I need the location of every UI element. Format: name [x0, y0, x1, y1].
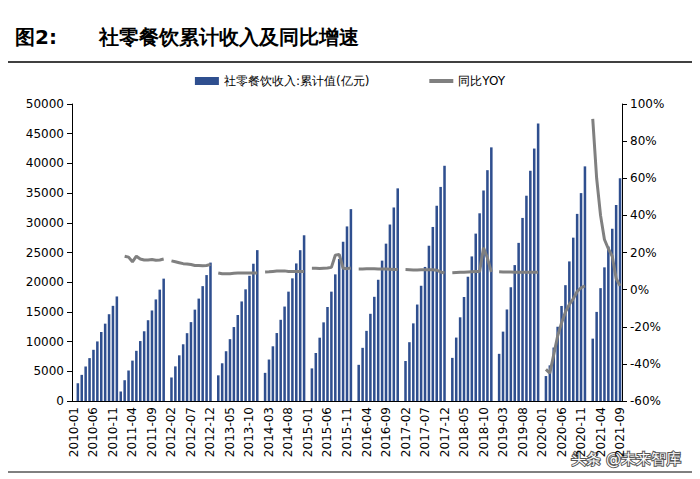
- svg-text:60%: 60%: [630, 171, 657, 185]
- svg-text:2020-01: 2020-01: [535, 407, 549, 457]
- svg-text:2012-02: 2012-02: [164, 407, 178, 457]
- svg-text:0%: 0%: [630, 283, 649, 297]
- svg-text:25000: 25000: [26, 246, 64, 260]
- svg-text:2011-09: 2011-09: [145, 407, 159, 457]
- svg-text:头条 @未来智库: 头条 @未来智库: [571, 449, 681, 468]
- svg-text:2020-06: 2020-06: [555, 407, 569, 457]
- svg-text:2010-01: 2010-01: [67, 407, 81, 457]
- svg-text:0: 0: [56, 394, 64, 408]
- svg-text:-40%: -40%: [630, 357, 661, 371]
- svg-text:40%: 40%: [630, 208, 657, 222]
- svg-text:20000: 20000: [26, 275, 64, 289]
- svg-text:社零餐饮收入:累计值(亿元): 社零餐饮收入:累计值(亿元): [224, 74, 369, 88]
- svg-text:图2: 社零餐饮累计收入及同比增速: 图2: 社零餐饮累计收入及同比增速: [15, 25, 359, 49]
- svg-text:2015-01: 2015-01: [301, 407, 315, 457]
- svg-text:-20%: -20%: [630, 320, 661, 334]
- svg-text:同比YOY: 同比YOY: [458, 74, 505, 88]
- svg-text:-60%: -60%: [630, 394, 661, 408]
- svg-text:2016-04: 2016-04: [360, 407, 374, 457]
- svg-text:20%: 20%: [630, 246, 657, 260]
- svg-text:2018-10: 2018-10: [477, 407, 491, 457]
- svg-text:2010-11: 2010-11: [106, 407, 120, 457]
- svg-text:2017-12: 2017-12: [438, 407, 452, 457]
- svg-text:2019-03: 2019-03: [496, 407, 510, 457]
- svg-text:45000: 45000: [26, 127, 64, 141]
- svg-text:2011-04: 2011-04: [125, 407, 139, 457]
- svg-text:2017-02: 2017-02: [399, 407, 413, 457]
- svg-text:2013-05: 2013-05: [223, 407, 237, 457]
- svg-text:2017-07: 2017-07: [418, 407, 432, 457]
- svg-text:40000: 40000: [26, 156, 64, 170]
- svg-text:2016-09: 2016-09: [379, 407, 393, 457]
- svg-text:2012-07: 2012-07: [184, 407, 198, 457]
- svg-text:50000: 50000: [26, 97, 64, 111]
- svg-text:2015-11: 2015-11: [340, 407, 354, 457]
- svg-text:10000: 10000: [26, 335, 64, 349]
- svg-text:2021-04: 2021-04: [594, 407, 608, 457]
- svg-text:2021-09: 2021-09: [613, 407, 627, 457]
- svg-text:30000: 30000: [26, 216, 64, 230]
- svg-text:2014-08: 2014-08: [281, 407, 295, 457]
- svg-text:2020-11: 2020-11: [574, 407, 588, 457]
- svg-text:15000: 15000: [26, 305, 64, 319]
- svg-text:2010-06: 2010-06: [86, 407, 100, 457]
- svg-text:2012-12: 2012-12: [203, 407, 217, 457]
- svg-text:2018-05: 2018-05: [457, 407, 471, 457]
- svg-text:2013-10: 2013-10: [242, 407, 256, 457]
- svg-text:100%: 100%: [630, 97, 664, 111]
- svg-text:2015-06: 2015-06: [320, 407, 334, 457]
- svg-text:35000: 35000: [26, 186, 64, 200]
- svg-text:2019-08: 2019-08: [516, 407, 530, 457]
- svg-text:80%: 80%: [630, 134, 657, 148]
- svg-text:5000: 5000: [33, 364, 64, 378]
- svg-text:2014-03: 2014-03: [262, 407, 276, 457]
